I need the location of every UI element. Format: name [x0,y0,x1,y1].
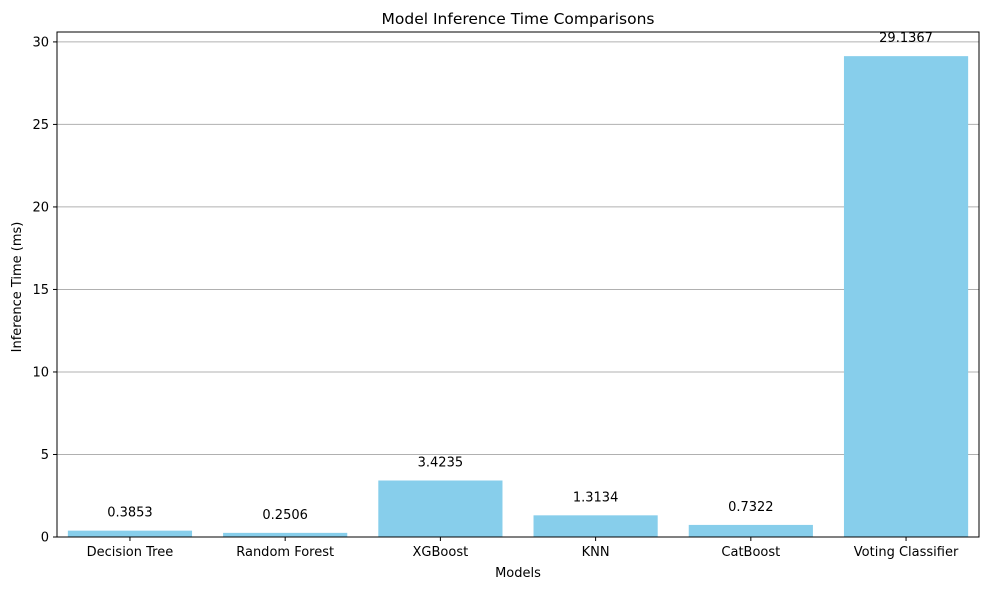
x-tick-label: KNN [582,545,610,560]
plot-frame [56,31,980,538]
x-tick-label: Voting Classifier [854,545,959,560]
x-tick-label: Random Forest [236,545,334,560]
bar-value-label: 0.3853 [107,506,153,521]
y-axis-ticks: 0 5 10 15 20 25 30 [32,35,57,546]
x-tick-label: XGBoost [413,545,469,560]
y-tick-label: 30 [32,35,49,50]
bar [533,515,658,537]
bar [67,530,193,537]
y-tick-label: 25 [32,118,49,133]
y-tick-label: 0 [41,531,49,546]
y-axis-title: Inference Time (ms) [10,222,25,353]
x-tick-label: CatBoost [721,545,780,560]
chart-title: Model Inference Time Comparisons [382,10,655,28]
bar-value-label: 0.2506 [262,508,308,523]
bar [223,532,348,537]
y-tick-label: 20 [32,200,49,215]
x-axis-ticks: Decision Tree Random Forest XGBoost KNN CatB… [87,537,959,560]
x-axis-title: Models [495,566,541,581]
bar [378,480,503,537]
bar-value-label: 29.1367 [879,31,933,46]
gridlines [57,41,979,538]
bars [67,56,969,537]
bar-value-label: 1.3134 [573,490,619,505]
y-tick-label: 5 [41,448,49,463]
x-tick-label: Decision Tree [87,545,174,560]
bar-value-label: 3.4235 [418,456,464,471]
y-tick-label: 10 [32,365,49,380]
bar [843,56,969,537]
bar [688,524,813,537]
bar-value-label: 0.7322 [728,500,774,515]
y-tick-label: 15 [32,283,49,298]
data-labels: 0.3853 0.2506 3.4235 1.3134 0.7322 29.1367 [107,31,933,523]
